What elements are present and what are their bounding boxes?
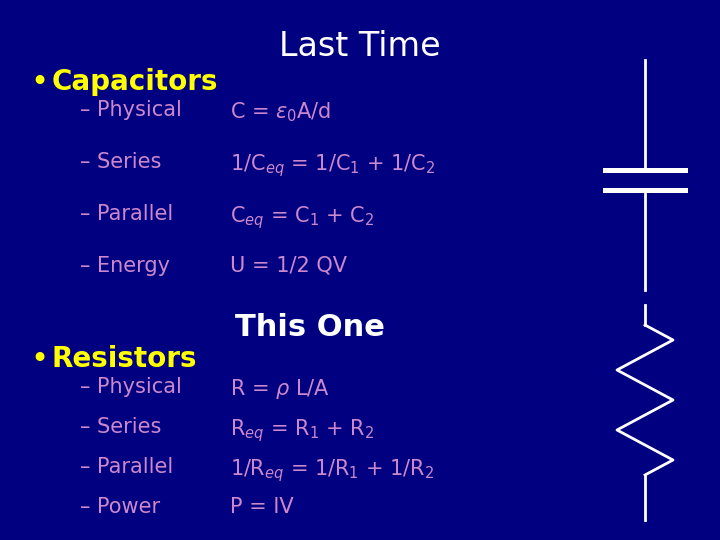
Text: C$_{eq}$ = C$_1$ + C$_2$: C$_{eq}$ = C$_1$ + C$_2$ — [230, 204, 374, 231]
Text: 1/C$_{eq}$ = 1/C$_1$ + 1/C$_2$: 1/C$_{eq}$ = 1/C$_1$ + 1/C$_2$ — [230, 152, 436, 179]
Text: – Physical: – Physical — [80, 377, 182, 397]
Text: Resistors: Resistors — [52, 345, 197, 373]
Text: U = 1/2 QV: U = 1/2 QV — [230, 256, 347, 276]
Text: Capacitors: Capacitors — [52, 68, 218, 96]
Text: •: • — [30, 345, 48, 374]
Text: •: • — [30, 68, 48, 97]
Text: – Series: – Series — [80, 152, 161, 172]
Text: – Physical: – Physical — [80, 100, 182, 120]
Text: P = IV: P = IV — [230, 497, 294, 517]
Text: – Energy: – Energy — [80, 256, 170, 276]
Text: 1/R$_{eq}$ = 1/R$_1$ + 1/R$_2$: 1/R$_{eq}$ = 1/R$_1$ + 1/R$_2$ — [230, 457, 434, 484]
Text: – Power: – Power — [80, 497, 160, 517]
Text: C = $\varepsilon_0$A/d: C = $\varepsilon_0$A/d — [230, 100, 331, 124]
Text: – Parallel: – Parallel — [80, 204, 174, 224]
Text: Last Time: Last Time — [279, 30, 441, 63]
Text: – Parallel: – Parallel — [80, 457, 174, 477]
Text: R$_{eq}$ = R$_1$ + R$_2$: R$_{eq}$ = R$_1$ + R$_2$ — [230, 417, 374, 444]
Text: – Series: – Series — [80, 417, 161, 437]
Text: This One: This One — [235, 313, 385, 342]
Text: R = $\rho$ L/A: R = $\rho$ L/A — [230, 377, 330, 401]
